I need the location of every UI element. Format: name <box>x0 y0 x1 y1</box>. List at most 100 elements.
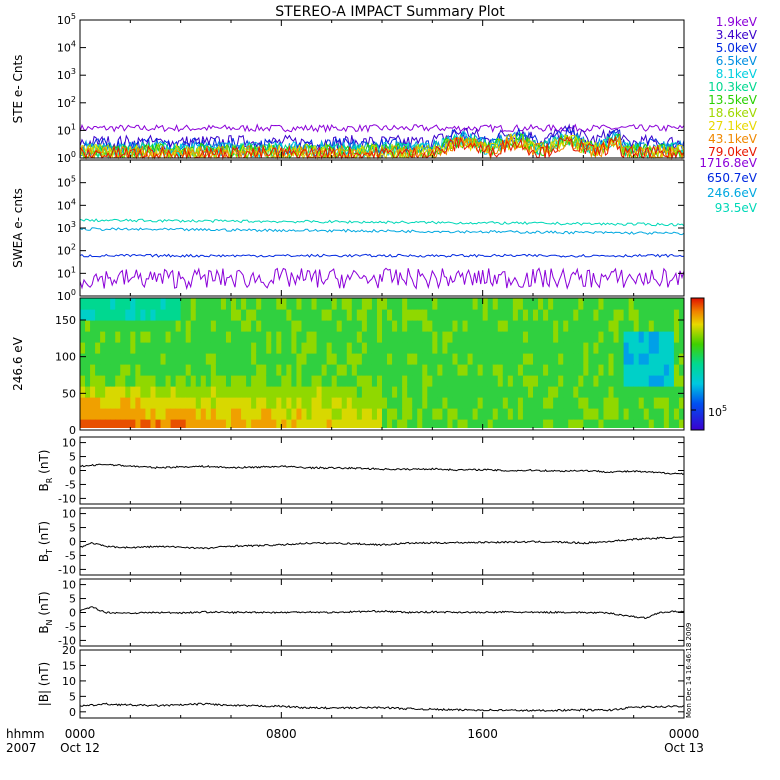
heatmap-cell <box>115 397 121 409</box>
heatmap-cell <box>105 419 111 428</box>
heatmap-cell <box>548 309 554 321</box>
heatmap-cell <box>543 419 549 428</box>
heatmap-cell <box>568 397 574 409</box>
heatmap-cell <box>578 397 584 409</box>
heatmap-cell <box>296 408 303 420</box>
heatmap-cell <box>613 375 620 387</box>
heatmap-cell <box>472 408 479 420</box>
heatmap-cell <box>442 309 449 321</box>
heatmap-cell <box>563 364 569 376</box>
heatmap-cell <box>246 342 252 354</box>
heatmap-cell <box>311 375 318 387</box>
heatmap-cell <box>412 364 418 376</box>
heatmap-cell <box>412 397 418 409</box>
heatmap-cell <box>422 320 428 332</box>
heatmap-cell <box>497 331 504 343</box>
heatmap-cell <box>291 408 298 420</box>
heatmap-cell <box>326 309 333 321</box>
heatmap-cell <box>427 408 433 420</box>
heatmap-cell <box>548 364 554 376</box>
heatmap-cell <box>447 397 454 409</box>
heatmap-cell <box>392 331 398 343</box>
heatmap-cell <box>648 397 655 409</box>
heatmap-cell <box>618 309 625 321</box>
heatmap-cell <box>663 320 670 332</box>
heatmap-cell <box>185 331 192 343</box>
heatmap-cell <box>563 419 569 428</box>
heatmap-cell <box>623 386 630 398</box>
heatmap-cell <box>246 419 252 428</box>
heatmap-cell <box>517 353 524 365</box>
heatmap-cell <box>246 397 252 409</box>
heatmap-cell <box>140 331 147 343</box>
x-tick-label: 0000 <box>669 727 700 741</box>
heatmap-cell <box>356 298 363 310</box>
heatmap-cell <box>673 364 680 376</box>
heatmap-cell <box>145 342 152 354</box>
heatmap-cell <box>135 408 141 420</box>
heatmap-cell <box>533 408 539 420</box>
heatmap-cell <box>266 331 272 343</box>
heatmap-cell <box>296 309 303 321</box>
heatmap-cell <box>286 397 292 409</box>
heatmap-cell <box>527 375 534 387</box>
heatmap-cell <box>462 364 469 376</box>
y-tick-label: 5 <box>69 451 76 464</box>
heatmap-cell <box>678 320 684 332</box>
heatmap-cell <box>185 364 192 376</box>
heatmap-cell <box>638 342 645 354</box>
heatmap-cell <box>130 397 136 409</box>
heatmap-cell <box>80 331 86 343</box>
heatmap-cell <box>427 375 433 387</box>
heatmap-cell <box>150 342 157 354</box>
heatmap-cell <box>321 364 328 376</box>
heatmap-cell <box>231 364 237 376</box>
heatmap-cell <box>553 298 559 310</box>
heatmap-cell <box>588 397 594 409</box>
heatmap-cell <box>628 419 635 428</box>
heatmap-cell <box>668 364 675 376</box>
heatmap-cell <box>120 298 126 310</box>
heatmap-cell <box>286 364 292 376</box>
heatmap-cell <box>180 342 187 354</box>
heatmap-cell <box>543 386 549 398</box>
heatmap-cell <box>231 386 237 398</box>
heatmap-cell <box>548 353 554 365</box>
heatmap-cell <box>678 353 684 365</box>
heatmap-cell <box>442 342 449 354</box>
heatmap-cell <box>155 408 162 420</box>
heatmap-cell <box>608 331 615 343</box>
heatmap-cell <box>210 364 217 376</box>
heatmap-cell <box>427 331 433 343</box>
heatmap-cell <box>563 342 569 354</box>
heatmap-cell <box>397 419 403 428</box>
heatmap-cell <box>412 386 418 398</box>
heatmap-cell <box>522 309 529 321</box>
heatmap-cell <box>155 397 162 409</box>
heatmap-cell <box>628 309 635 321</box>
heatmap-cell <box>422 342 428 354</box>
y-tick-label: 103 <box>57 220 76 235</box>
heatmap-cell <box>482 342 489 354</box>
heatmap-cell <box>155 419 162 428</box>
heatmap-cell <box>110 397 116 409</box>
heatmap-cell <box>417 364 423 376</box>
heatmap-cell <box>251 320 257 332</box>
heatmap-cell <box>356 342 363 354</box>
heatmap-cell <box>482 320 489 332</box>
series-line <box>79 134 685 160</box>
heatmap-cell <box>140 309 147 321</box>
heatmap-cell <box>205 419 212 428</box>
heatmap-cell <box>588 298 594 310</box>
heatmap-cell <box>110 408 116 420</box>
heatmap-cell <box>291 309 298 321</box>
heatmap-cell <box>452 364 459 376</box>
heatmap-cell <box>538 320 544 332</box>
heatmap-cell <box>351 353 358 365</box>
heatmap-cell <box>628 342 635 354</box>
heatmap-cell <box>382 353 388 365</box>
legend-entry: 3.4keV <box>716 28 758 42</box>
heatmap-cell <box>180 375 187 387</box>
